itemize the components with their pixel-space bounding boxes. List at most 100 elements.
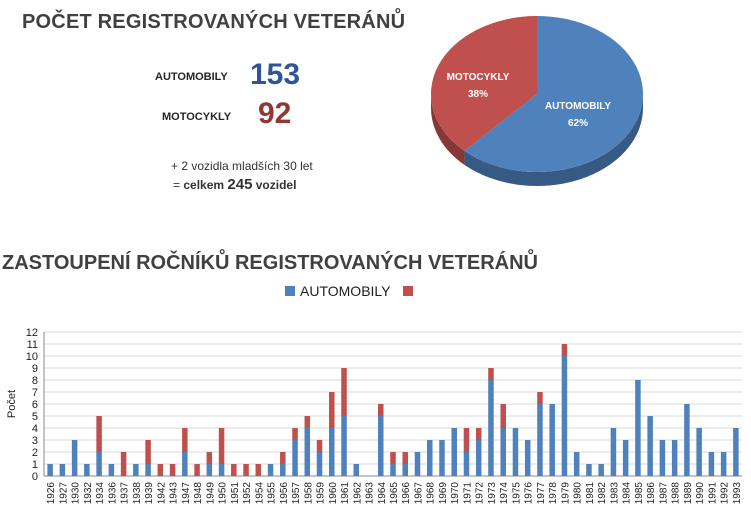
bar-automobily	[708, 452, 715, 476]
bar-automobily	[353, 464, 360, 476]
bar-automobily	[341, 416, 347, 476]
bar-second-series	[182, 428, 188, 452]
bar-automobily	[304, 428, 311, 476]
bar-automobily	[463, 452, 470, 476]
bar-automobily	[206, 464, 213, 476]
summary-title: POČET REGISTROVANÝCH VETERÁNŮ	[22, 11, 406, 33]
bar-automobily	[47, 464, 53, 476]
pie-side-motocykly	[431, 94, 465, 165]
note-celkem: celkem	[183, 178, 228, 192]
y-tick-label: 4	[32, 423, 38, 435]
bar-second-series	[206, 452, 213, 464]
note-suffix: vozidel	[252, 178, 297, 192]
bar-automobily	[635, 380, 641, 476]
x-tick-label: 1988	[671, 482, 682, 505]
bar-second-series	[145, 440, 151, 464]
bar-second-series	[280, 452, 286, 464]
bar-automobily	[488, 380, 494, 476]
note-younger-vehicles: + 2 vozidla mladších 30 let	[171, 159, 313, 173]
x-tick-label: 1938	[132, 482, 143, 505]
bar-second-series	[292, 428, 298, 440]
x-tick-label: 1949	[205, 482, 216, 505]
bar-second-series	[377, 404, 384, 416]
motocykly-count: 92	[258, 97, 292, 130]
y-tick-label: 8	[32, 375, 38, 387]
y-tick-label: 10	[26, 351, 38, 363]
bar-automobily	[610, 428, 617, 476]
note-total-value: 245	[227, 176, 253, 193]
motocykly-label: MOTOCYKLY	[162, 111, 232, 123]
x-tick-label: 1927	[58, 482, 69, 505]
legend-swatch-automobily	[285, 286, 295, 296]
bar-second-series	[218, 428, 225, 464]
x-tick-label: 1954	[254, 482, 265, 505]
bar-second-series	[96, 416, 102, 452]
x-tick-label: 1947	[181, 482, 192, 505]
legend-swatch-second-series	[402, 286, 413, 296]
bar-automobily	[390, 464, 396, 476]
bar-automobily	[414, 452, 421, 476]
bar-second-series	[341, 368, 347, 416]
x-tick-label: 1983	[609, 482, 620, 505]
x-tick-label: 1937	[120, 482, 131, 505]
y-tick-label: 7	[32, 387, 38, 399]
x-tick-label: 1990	[695, 482, 706, 505]
x-tick-label: 1980	[573, 482, 584, 505]
x-tick-label: 1971	[462, 482, 473, 505]
x-tick-label: 1982	[597, 482, 608, 505]
pie-label-automobily: AUTOMOBILY	[545, 101, 611, 112]
pie-percent-automobily: 62%	[568, 118, 588, 129]
x-tick-label: 1968	[426, 482, 437, 505]
y-tick-label: 0	[32, 471, 38, 483]
x-tick-label: 1987	[658, 482, 669, 505]
y-tick-label: 9	[32, 363, 38, 375]
bar-automobily	[586, 464, 592, 476]
pie-label-motocykly: MOTOCYKLY	[447, 72, 510, 83]
bar-automobily	[671, 440, 678, 476]
x-tick-label: 1976	[524, 482, 535, 505]
bar-second-series	[304, 416, 311, 428]
x-tick-label: 1958	[303, 482, 314, 505]
bar-automobily	[329, 428, 335, 476]
x-tick-label: 1950	[218, 482, 229, 505]
x-tick-label: 1948	[193, 482, 204, 505]
x-tick-label: 1942	[156, 482, 167, 505]
bar-automobily	[316, 452, 323, 476]
bar-automobily	[622, 440, 629, 476]
automobily-count: 153	[250, 58, 301, 91]
bar-second-series	[402, 452, 409, 464]
bar-second-series	[488, 368, 494, 380]
bar-automobily	[475, 440, 482, 476]
x-tick-label: 1992	[720, 482, 731, 505]
bar-chart-legend: AUTOMOBILY	[285, 283, 418, 299]
y-tick-label: 12	[26, 327, 38, 339]
pie-slice-motocykly	[430, 16, 537, 151]
bar-automobily	[133, 464, 139, 476]
x-tick-label: 1936	[107, 482, 118, 505]
bar-automobily	[59, 464, 66, 476]
bar-chart-title: ZASTOUPENÍ ROČNÍKŮ REGISTROVANÝCH VETERÁ…	[2, 252, 538, 274]
y-axis-label: Počet	[6, 390, 18, 418]
x-tick-label: 1973	[487, 482, 498, 505]
x-tick-label: 1989	[683, 482, 694, 505]
bar-second-series	[169, 464, 176, 476]
bar-automobily	[267, 464, 274, 476]
x-tick-label: 1930	[71, 482, 82, 505]
bar-automobily	[451, 428, 457, 476]
y-tick-label: 6	[32, 399, 38, 411]
bar-automobily	[108, 464, 115, 476]
y-tick-label: 11	[27, 339, 38, 351]
bar-automobily	[500, 428, 506, 476]
bar-automobily	[549, 404, 555, 476]
x-tick-label: 1934	[95, 482, 106, 505]
x-tick-label: 1952	[242, 482, 253, 505]
bar-automobily	[573, 452, 580, 476]
bar-second-series	[255, 464, 262, 476]
note-prefix: =	[173, 178, 184, 192]
bar-automobily	[218, 464, 225, 476]
bar-automobily	[426, 440, 433, 476]
bar-second-series	[157, 464, 164, 476]
bar-automobily	[377, 416, 384, 476]
bar-automobily	[720, 452, 727, 476]
x-tick-label: 1975	[511, 482, 522, 505]
